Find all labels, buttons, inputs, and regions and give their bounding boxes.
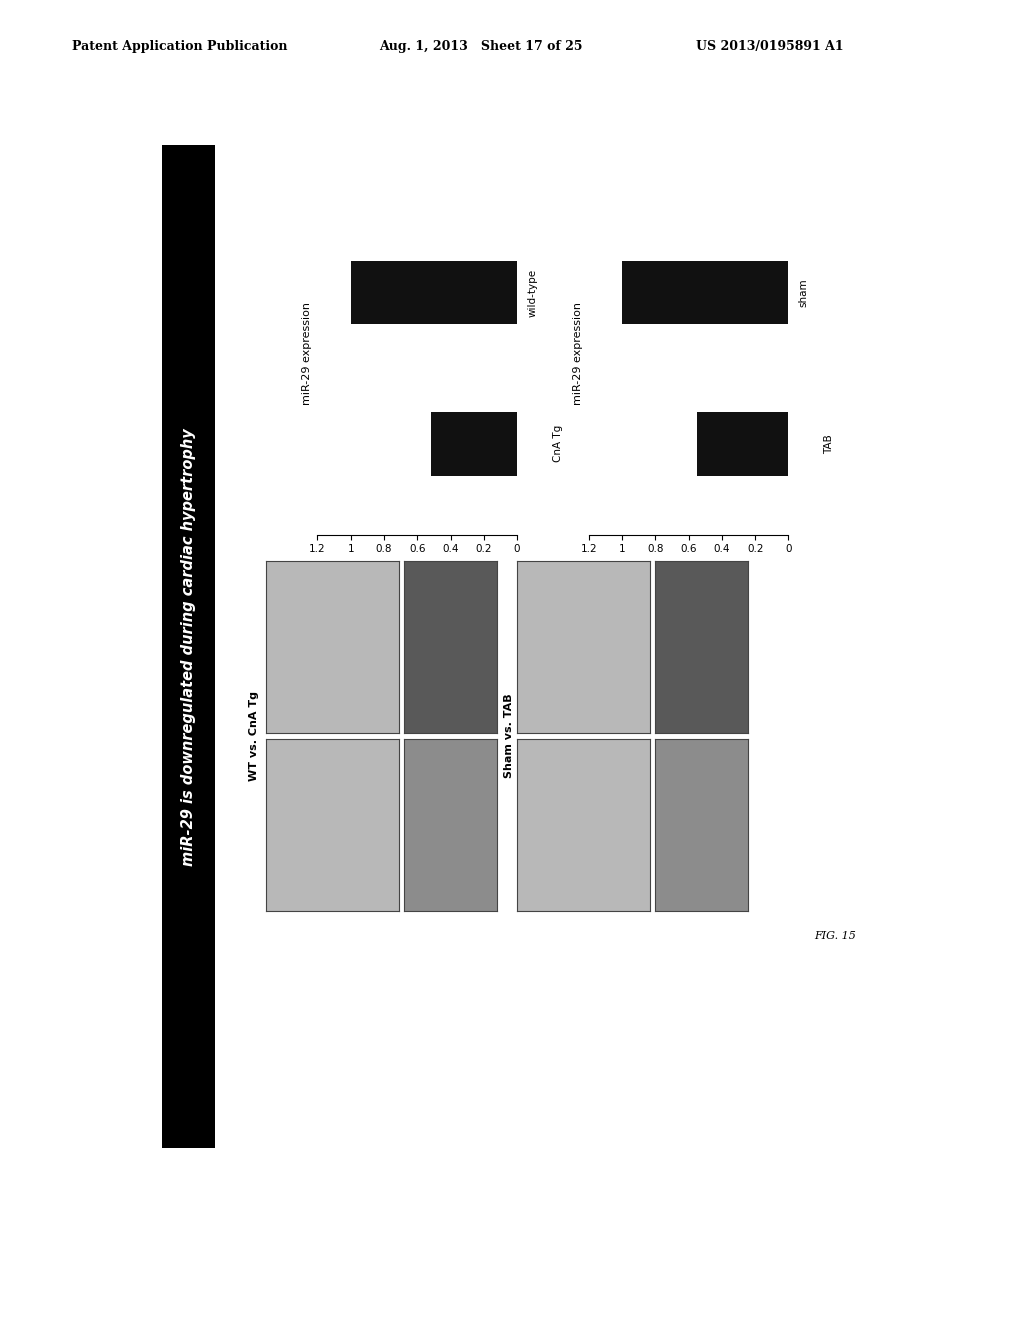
Text: Sham vs. TAB: Sham vs. TAB <box>504 693 514 779</box>
Bar <box>430 412 517 475</box>
Text: miR-29 is downregulated during cardiac hypertrophy: miR-29 is downregulated during cardiac h… <box>181 428 196 866</box>
Y-axis label: miR-29 expression: miR-29 expression <box>573 301 584 405</box>
Text: US 2013/0195891 A1: US 2013/0195891 A1 <box>696 40 844 53</box>
Text: wild-type: wild-type <box>527 268 538 317</box>
Text: FIG. 15: FIG. 15 <box>814 931 856 941</box>
Text: CnA Tg: CnA Tg <box>553 425 563 462</box>
Text: TAB: TAB <box>824 434 835 454</box>
Text: sham: sham <box>799 279 809 308</box>
Text: Patent Application Publication: Patent Application Publication <box>72 40 287 53</box>
Text: Aug. 1, 2013   Sheet 17 of 25: Aug. 1, 2013 Sheet 17 of 25 <box>379 40 583 53</box>
Text: WT vs. CnA Tg: WT vs. CnA Tg <box>249 690 259 781</box>
Bar <box>350 261 517 325</box>
Y-axis label: miR-29 expression: miR-29 expression <box>302 301 312 405</box>
Bar <box>622 261 788 325</box>
Bar <box>697 412 788 475</box>
